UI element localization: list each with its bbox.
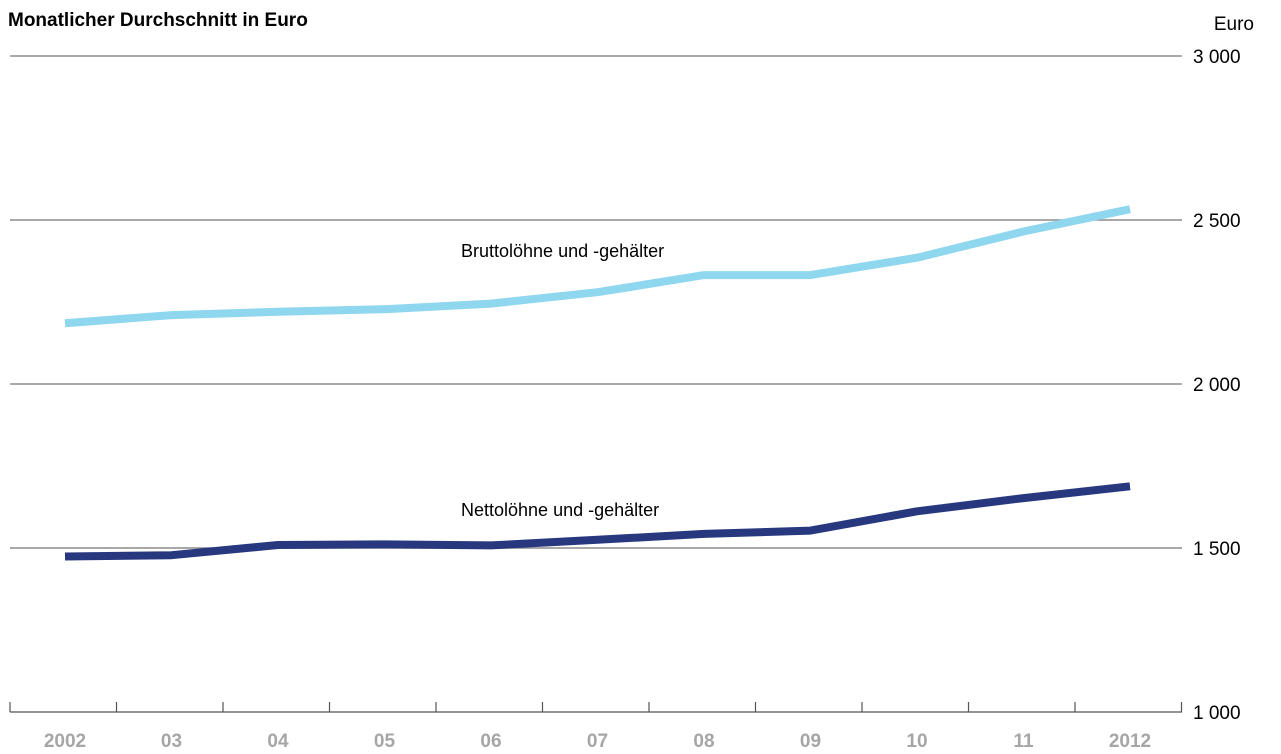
y-tick-label: 1 500 — [1193, 539, 1241, 560]
y-axis-label: Euro — [1214, 14, 1254, 35]
x-tick-label: 05 — [374, 731, 396, 752]
x-tick-label: 04 — [267, 731, 289, 752]
series-line-netto — [64, 482, 1131, 561]
y-tick-label: 1 000 — [1193, 703, 1241, 724]
x-tick-label: 09 — [800, 731, 821, 752]
series-label-netto: Nettolöhne und -gehälter — [461, 500, 659, 520]
series-label-brutto: Bruttolöhne und -gehälter — [461, 241, 664, 261]
chart-title: Monatlicher Durchschnitt in Euro — [8, 10, 308, 31]
x-tick-label: 2012 — [1109, 731, 1151, 752]
series-lines — [64, 205, 1131, 561]
gridlines: 1 000 1 500 2 000 2 500 3 000 — [10, 47, 1241, 724]
x-tick-label: 07 — [587, 731, 608, 752]
y-tick-label: 3 000 — [1193, 47, 1241, 68]
x-tick-label: 06 — [480, 731, 501, 752]
x-tick-label: 03 — [161, 731, 182, 752]
series-labels: Bruttolöhne und -gehälter Nettolöhne und … — [461, 241, 664, 520]
y-tick-label: 2 500 — [1193, 211, 1241, 232]
x-tick-label: 10 — [906, 731, 927, 752]
x-tick-label: 08 — [693, 731, 714, 752]
y-tick-label: 2 000 — [1193, 375, 1241, 396]
x-axis: 2002 03 04 05 06 07 08 09 10 11 2012 — [9, 702, 1183, 752]
x-tick-label: 2002 — [44, 731, 86, 752]
series-line-brutto — [64, 205, 1131, 328]
x-tick-label: 11 — [1013, 731, 1034, 752]
